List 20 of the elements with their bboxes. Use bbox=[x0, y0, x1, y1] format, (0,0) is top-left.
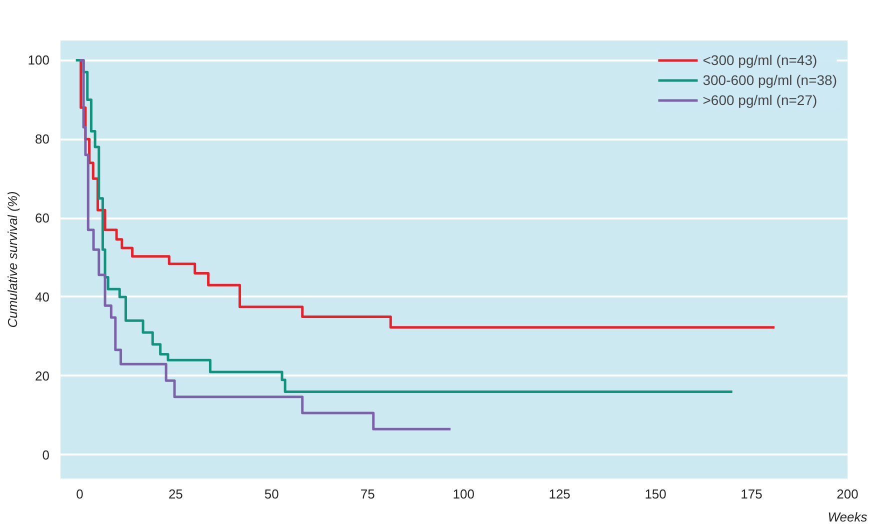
x-tick-label: 200 bbox=[836, 486, 858, 502]
y-tick-label: 0 bbox=[42, 447, 50, 462]
y-tick-label: 100 bbox=[28, 52, 50, 68]
legend-label: <300 pg/ml (n=43) bbox=[702, 52, 818, 68]
legend-label: 300-600 pg/ml (n=38) bbox=[702, 72, 837, 88]
y-tick-label: 40 bbox=[35, 289, 50, 304]
y-tick-label: 60 bbox=[35, 210, 50, 226]
x-tick-label: 150 bbox=[644, 486, 666, 502]
x-tick-label: 75 bbox=[360, 486, 375, 502]
x-tick-label: 175 bbox=[740, 486, 762, 502]
y-axis-title: Cumulative survival (%) bbox=[4, 191, 20, 328]
x-tick-label: 125 bbox=[548, 486, 570, 502]
legend-label: >600 pg/ml (n=27) bbox=[702, 92, 818, 108]
y-tick-label: 80 bbox=[35, 132, 50, 147]
x-axis-title: Weeks bbox=[828, 510, 868, 524]
x-tick-label: 100 bbox=[452, 486, 474, 502]
x-tick-label: 50 bbox=[264, 486, 279, 502]
y-tick-label: 20 bbox=[35, 368, 50, 384]
x-tick-label: 0 bbox=[76, 486, 84, 502]
x-tick-label: 25 bbox=[168, 486, 183, 502]
